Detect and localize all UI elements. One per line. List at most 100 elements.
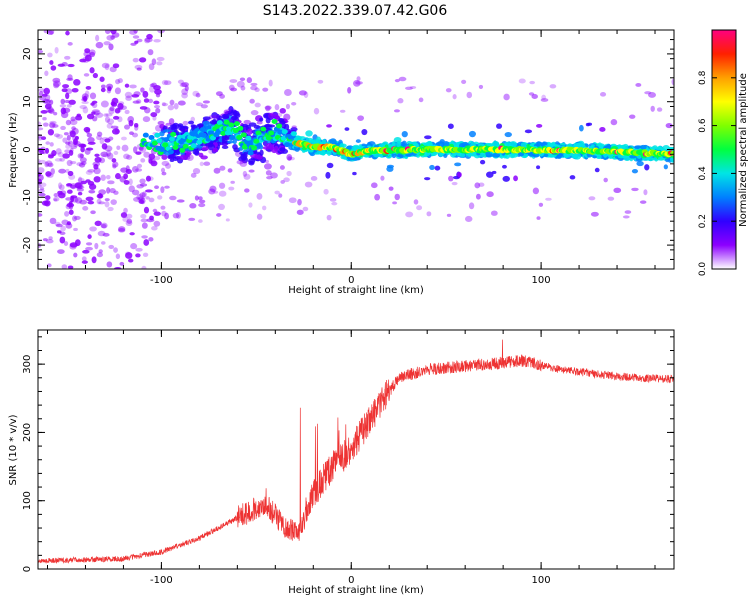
spectrogram-cell — [142, 252, 149, 257]
spectrogram-cell — [49, 30, 55, 35]
spectrogram-cell — [66, 202, 75, 208]
spectrogram-cell — [49, 142, 54, 147]
spectrogram-cell — [104, 63, 110, 71]
spectrogram-cell — [143, 98, 150, 103]
spectrogram-cell — [223, 109, 229, 115]
spectrogram-cell — [64, 211, 70, 217]
spectrogram-cell — [68, 174, 76, 180]
spectrogram-cell — [190, 124, 196, 128]
spectrogram-cell — [256, 121, 263, 125]
spectrogram-cell — [397, 98, 404, 104]
spectrogram-cell — [241, 124, 249, 128]
spectrogram-cell — [138, 146, 144, 151]
spectrogram-cell — [93, 167, 101, 175]
spectrogram-cell — [48, 108, 55, 114]
spectrogram-cell — [69, 130, 76, 138]
spectrogram-cell — [42, 238, 48, 242]
spectrogram-cell — [146, 33, 153, 40]
spectrogram-cell — [434, 165, 441, 171]
spectrogram-cell — [141, 235, 148, 239]
spectrogram-cell — [39, 182, 47, 188]
spectrogram-cell — [392, 201, 397, 205]
spectrogram-cell — [396, 140, 401, 148]
spectrogram-cell — [154, 104, 160, 109]
spectrogram-cell — [170, 126, 178, 131]
spectrogram-cell — [87, 169, 96, 173]
spectrogram-cell — [39, 150, 45, 155]
spectrogram-cell — [190, 172, 197, 178]
spectrogram-cell — [445, 88, 452, 93]
spectrogram-cell — [130, 42, 137, 46]
spectrogram-cell — [53, 82, 60, 89]
spectrogram-ridge-cell — [182, 143, 189, 149]
spectrogram-cell — [60, 111, 69, 119]
spectrogram-cell — [85, 85, 92, 90]
spectrogram-cell — [132, 165, 139, 173]
spectrogram-cell — [243, 173, 251, 180]
spectrogram-cell — [96, 193, 104, 199]
spectrogram-cell — [148, 98, 154, 104]
spectrogram-cell — [513, 175, 518, 182]
spectrogram-cell — [145, 175, 152, 182]
spectrogram-ridge-cell — [158, 146, 165, 152]
spectrogram-cell — [613, 187, 622, 194]
spectrogram-cell — [658, 156, 665, 161]
spectrogram-cell — [143, 107, 151, 114]
spectrogram-cell — [82, 106, 89, 114]
spectrogram-cell — [117, 116, 123, 123]
spectrogram-cell — [77, 191, 83, 196]
spectrogram-cell — [74, 239, 81, 247]
spectrogram-cell — [671, 78, 674, 86]
colorbar-gradient — [711, 29, 737, 270]
spectrogram-cell — [38, 192, 46, 197]
spectrogram-cell — [66, 104, 72, 108]
spectrogram-cell — [167, 104, 175, 111]
spectrogram-cell — [256, 193, 263, 200]
y-tick-label: 200 — [22, 423, 33, 442]
spectrogram-cell — [447, 123, 454, 129]
spectrogram-cell — [54, 158, 63, 162]
spectrogram-cell — [109, 106, 115, 112]
spectrogram-cell — [599, 92, 607, 97]
spectrogram-cell — [461, 79, 467, 84]
spectrogram-cell — [279, 147, 286, 152]
spectrogram-cell — [590, 211, 599, 217]
spectrogram-cell — [61, 88, 68, 93]
spectrogram-cell — [68, 209, 74, 215]
spectrogram-cell — [110, 125, 119, 129]
spectrogram-ridge-cell — [170, 131, 177, 137]
spectrogram-cell — [192, 168, 201, 175]
spectrogram-cell — [543, 153, 549, 158]
spectrogram-cell — [162, 129, 171, 133]
spectrogram-cell — [588, 196, 596, 201]
spectrogram-cell — [78, 176, 83, 184]
spectrogram-cell — [65, 30, 70, 36]
spectrogram-cell — [95, 41, 104, 49]
spectrogram-cell — [232, 144, 238, 150]
spectrogram-cell — [457, 172, 462, 178]
spectrogram-cell — [187, 120, 195, 125]
spectrogram-cell — [85, 246, 93, 251]
spectrogram-cell — [194, 150, 200, 156]
spectrogram-cell — [190, 116, 196, 122]
spectrogram-cell — [326, 214, 332, 221]
spectrogram-cell — [129, 84, 137, 89]
spectrogram-cell — [654, 146, 663, 151]
spectrogram-ridge-cell — [220, 130, 227, 136]
spectrogram-cell — [578, 124, 584, 132]
spectrogram-cell — [250, 82, 258, 86]
spectrogram-cell — [198, 219, 203, 223]
spectrogram-cell — [89, 49, 96, 56]
spectrogram-cell — [185, 152, 191, 158]
spectrogram-cell — [159, 131, 165, 137]
spectrogram-cell — [129, 232, 135, 236]
spectrogram-cell — [106, 261, 113, 268]
spectrogram-xlabel: Height of straight line (km) — [288, 285, 424, 296]
spectrogram-ridge-cell — [172, 145, 179, 151]
spectrogram-cell — [468, 202, 475, 210]
spectrogram-cell — [44, 199, 51, 207]
spectrogram-cell — [121, 144, 129, 152]
spectrogram-cell — [161, 210, 167, 217]
